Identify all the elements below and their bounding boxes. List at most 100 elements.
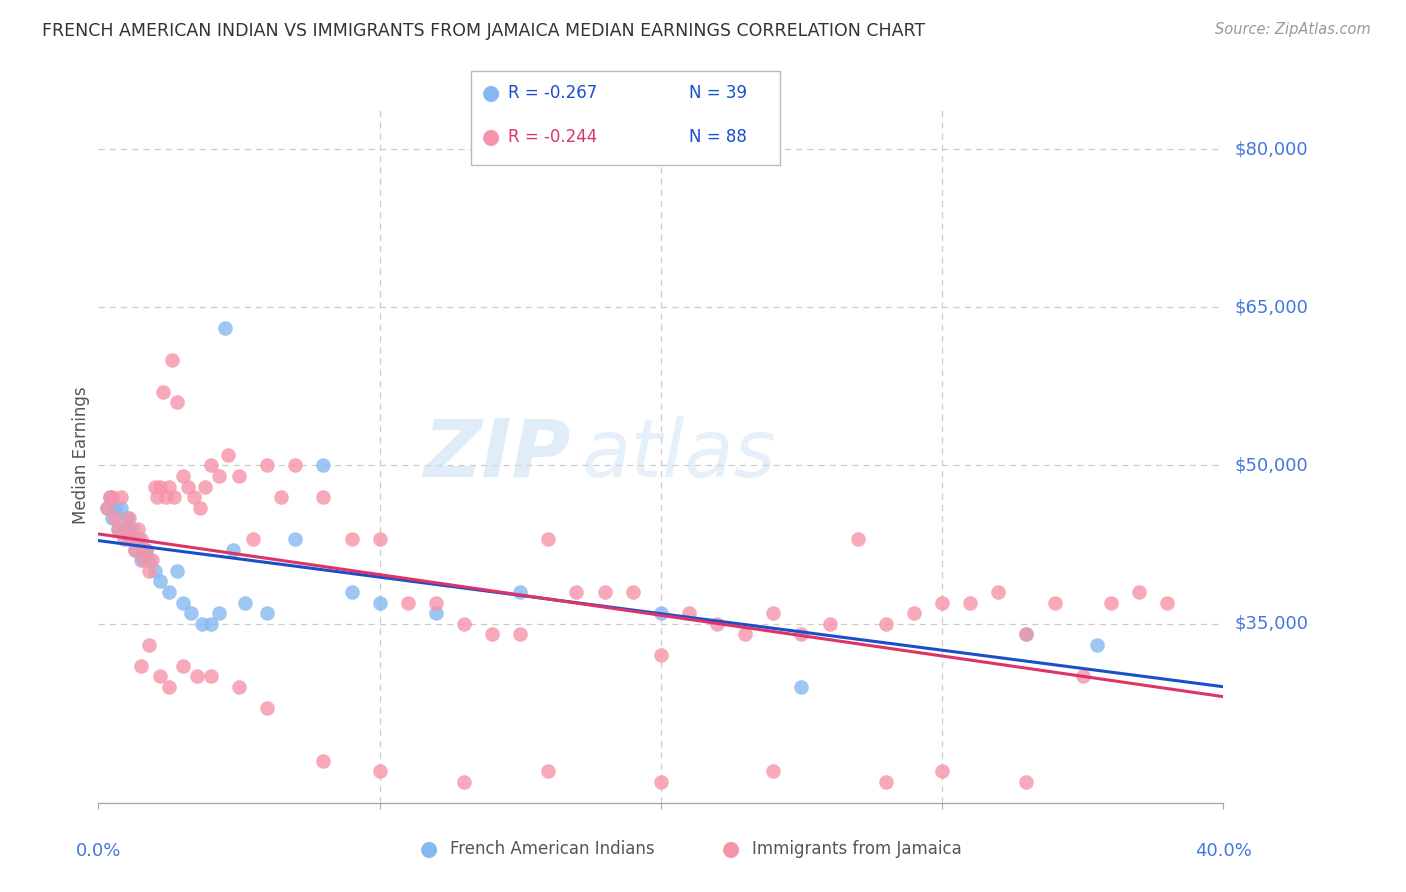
Point (453, 616, 475, 631)
Point (101, 511, 124, 525)
Point (143, 564, 166, 578)
Point (152, 384, 174, 399)
Y-axis label: Median Earnings: Median Earnings (72, 386, 90, 524)
Point (875, 774, 897, 789)
Point (110, 500, 132, 515)
Point (191, 616, 214, 631)
Point (214, 321, 236, 335)
Text: 40.0%: 40.0% (1195, 842, 1251, 860)
Point (104, 511, 127, 525)
Point (135, 542, 157, 557)
Point (1015, 627, 1038, 641)
Point (368, 595, 391, 609)
Point (107, 522, 129, 536)
Point (425, 595, 447, 609)
Point (110, 490, 132, 504)
Point (1099, 595, 1122, 609)
Text: atlas: atlas (582, 416, 778, 494)
Text: ●: ● (482, 128, 499, 147)
Point (127, 522, 149, 536)
Point (107, 522, 129, 536)
Text: ZIP: ZIP (423, 416, 571, 494)
Point (987, 585, 1010, 599)
Point (121, 522, 143, 536)
Point (112, 533, 135, 547)
Point (621, 585, 644, 599)
Point (1015, 627, 1038, 641)
Point (959, 595, 981, 609)
Point (200, 616, 222, 631)
Point (650, 774, 672, 789)
Point (228, 680, 250, 694)
Point (706, 616, 728, 631)
Point (593, 585, 616, 599)
Text: ●: ● (482, 83, 499, 103)
Point (172, 469, 194, 483)
Point (208, 469, 231, 483)
Text: French American Indians: French American Indians (450, 840, 655, 858)
Point (846, 533, 869, 547)
Point (135, 542, 157, 557)
Text: $35,000: $35,000 (1234, 615, 1309, 632)
Point (129, 658, 152, 673)
Point (124, 542, 146, 557)
Point (149, 574, 172, 589)
Point (931, 595, 953, 609)
Point (157, 585, 180, 599)
Point (256, 606, 278, 620)
Point (537, 764, 560, 779)
Point (509, 585, 531, 599)
Point (284, 533, 307, 547)
Point (172, 658, 194, 673)
Point (1071, 669, 1094, 683)
Point (160, 353, 183, 368)
Point (270, 490, 292, 504)
Text: $80,000: $80,000 (1234, 140, 1308, 158)
Point (1156, 595, 1178, 609)
Point (155, 490, 177, 504)
Point (96, 500, 118, 515)
Point (256, 458, 278, 473)
Point (118, 511, 141, 525)
Point (194, 479, 217, 493)
Point (124, 542, 146, 557)
Point (312, 490, 335, 504)
Point (565, 585, 588, 599)
Point (762, 606, 785, 620)
Point (256, 701, 278, 715)
Point (200, 458, 222, 473)
Text: FRENCH AMERICAN INDIAN VS IMMIGRANTS FROM JAMAICA MEDIAN EARNINGS CORRELATION CH: FRENCH AMERICAN INDIAN VS IMMIGRANTS FRO… (42, 22, 925, 40)
Point (875, 616, 897, 631)
Point (98, 490, 121, 504)
Point (121, 533, 143, 547)
Point (163, 490, 186, 504)
Point (790, 680, 813, 694)
Text: Immigrants from Jamaica: Immigrants from Jamaica (752, 840, 962, 858)
Point (1043, 595, 1066, 609)
Text: R = -0.244: R = -0.244 (508, 128, 596, 146)
Point (172, 595, 194, 609)
Point (650, 648, 672, 663)
Point (818, 616, 841, 631)
Point (453, 774, 475, 789)
Point (186, 669, 208, 683)
Point (132, 542, 155, 557)
Point (149, 479, 172, 493)
Point (129, 553, 152, 567)
Point (112, 522, 135, 536)
Point (340, 533, 363, 547)
Point (1085, 638, 1108, 652)
Point (903, 606, 925, 620)
Point (931, 764, 953, 779)
Point (208, 606, 231, 620)
Point (177, 479, 200, 493)
Point (101, 490, 124, 504)
Point (312, 754, 335, 768)
Point (200, 669, 222, 683)
Point (143, 479, 166, 493)
Point (1128, 585, 1150, 599)
Text: $50,000: $50,000 (1234, 457, 1308, 475)
Point (678, 606, 700, 620)
Point (104, 500, 127, 515)
Text: N = 39: N = 39 (689, 84, 747, 102)
